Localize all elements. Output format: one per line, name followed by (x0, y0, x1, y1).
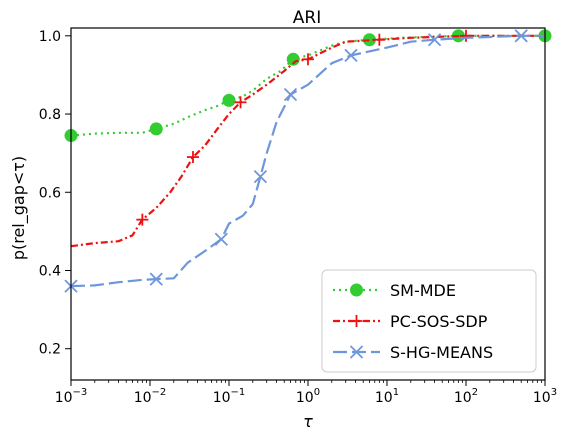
legend-label-sm-mde: SM-MDE (390, 281, 456, 300)
y-tick-label: 0.6 (39, 185, 61, 201)
point-pc-sos-sdp (373, 33, 386, 46)
x-tick-label: 10−1 (213, 387, 246, 406)
x-tick-label-base: 10 (454, 390, 472, 406)
x-tick-label-exponent: −2 (152, 387, 167, 398)
point-s-hg-means-b (427, 33, 442, 47)
x-tick-label: 101 (375, 387, 399, 406)
x-tick-label: 10−3 (55, 387, 88, 406)
y-tick-label: 1.0 (39, 29, 61, 45)
x-tick-label: 102 (454, 387, 478, 406)
x-tick-label-exponent: 2 (472, 387, 478, 398)
point-s-hg-means (149, 272, 163, 286)
x-tick-label-exponent: 0 (314, 387, 320, 398)
x-tick-label-exponent: −1 (231, 387, 246, 398)
legend-box (321, 269, 537, 373)
x-tick-label-exponent: −3 (73, 387, 88, 398)
point-sm-mde (222, 93, 236, 107)
series-layer (64, 29, 552, 293)
legend-label-pc-sos-sdp: PC-SOS-SDP (390, 312, 488, 331)
legend: SM-MDE PC-SOS-SDP S-HG-MEANS (321, 269, 537, 373)
point-s-hg-means-b (344, 48, 358, 63)
legend-marker-sm-mde (350, 283, 363, 297)
x-tick-label-exponent: 1 (393, 387, 399, 398)
chart-title: ARI (293, 8, 321, 28)
x-tick-label-base: 10 (134, 390, 152, 406)
y-tick-label: 0.8 (39, 107, 61, 123)
series-s-hg-means (64, 29, 545, 293)
x-tick-label-base: 10 (533, 390, 551, 406)
point-s-hg-means-b (283, 87, 298, 102)
x-tick-label: 100 (296, 387, 320, 406)
point-pc-sos-sdp (136, 213, 149, 226)
point-pc-sos-sdp (460, 29, 472, 42)
x-tick-label-base: 10 (213, 390, 231, 406)
x-tick-label-base: 10 (375, 390, 393, 406)
y-axis-title: p(rel_gap<τ) (9, 156, 29, 260)
legend-marker-s-hg-means-b (349, 345, 364, 359)
point-s-hg-means-b (253, 169, 268, 184)
series-pc-sos-sdp (70, 29, 545, 248)
point-s-hg-means (427, 33, 442, 47)
point-sm-mde (286, 52, 300, 66)
point-s-hg-means-b (514, 29, 528, 43)
x-tick-label-base: 10 (55, 390, 73, 406)
y-tick-label: 0.2 (39, 342, 61, 358)
point-s-hg-means (283, 87, 298, 102)
point-s-hg-means (514, 29, 528, 43)
legend-marker-s-hg-means (349, 345, 364, 359)
point-s-hg-means (214, 232, 228, 246)
series-line-pc-sos-sdp (70, 34, 545, 248)
legend-label-s-hg-means: S-HG-MEANS (390, 343, 493, 362)
x-tick-label-base: 10 (296, 390, 314, 406)
point-s-hg-means (344, 48, 358, 63)
point-s-hg-means (253, 169, 268, 184)
point-s-hg-means-b (214, 232, 228, 246)
plot-frame (70, 27, 546, 381)
legend-marker-pc-sos-sdp (350, 315, 363, 327)
x-axis-title: τ (303, 412, 313, 431)
x-tick-label-exponent: 3 (551, 387, 557, 398)
point-pc-sos-sdp (234, 96, 247, 109)
point-s-hg-means-b (149, 272, 163, 286)
y-tick-label: 0.4 (39, 263, 61, 279)
point-pc-sos-sdp (186, 151, 199, 164)
x-tick-label: 103 (533, 387, 557, 406)
series-line-s-hg-means (70, 34, 545, 288)
point-pc-sos-sdp (302, 53, 314, 66)
point-sm-mde (149, 122, 163, 136)
x-tick-label: 10−2 (134, 387, 167, 406)
